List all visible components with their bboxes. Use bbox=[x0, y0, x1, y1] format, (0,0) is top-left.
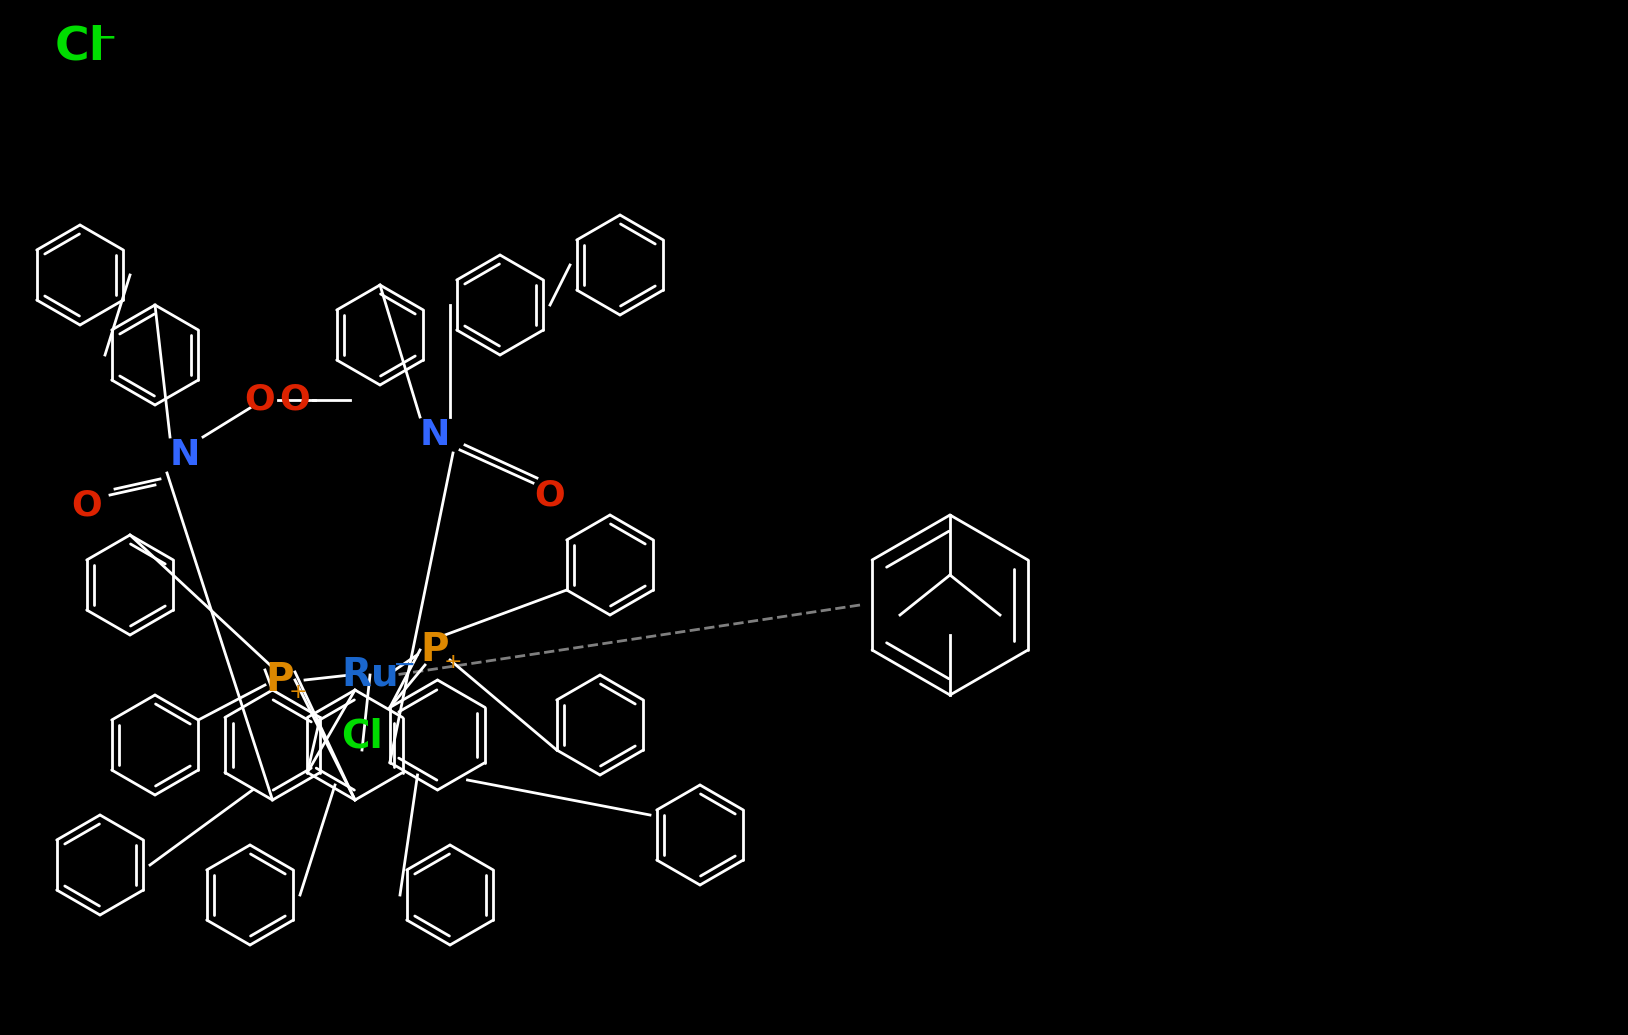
Text: Cl: Cl bbox=[342, 717, 383, 755]
Text: +: + bbox=[288, 682, 308, 702]
Text: +: + bbox=[444, 652, 462, 672]
Text: Cl: Cl bbox=[55, 25, 106, 70]
Text: P: P bbox=[420, 631, 449, 669]
Text: O: O bbox=[244, 383, 275, 417]
Text: −: − bbox=[93, 23, 117, 52]
Text: P: P bbox=[265, 661, 295, 699]
Text: Ru: Ru bbox=[342, 656, 399, 694]
Text: O: O bbox=[280, 383, 311, 417]
Text: N: N bbox=[169, 438, 200, 472]
Text: N: N bbox=[420, 418, 451, 452]
Text: −: − bbox=[394, 651, 417, 679]
Text: O: O bbox=[534, 478, 565, 512]
Text: O: O bbox=[72, 487, 103, 522]
